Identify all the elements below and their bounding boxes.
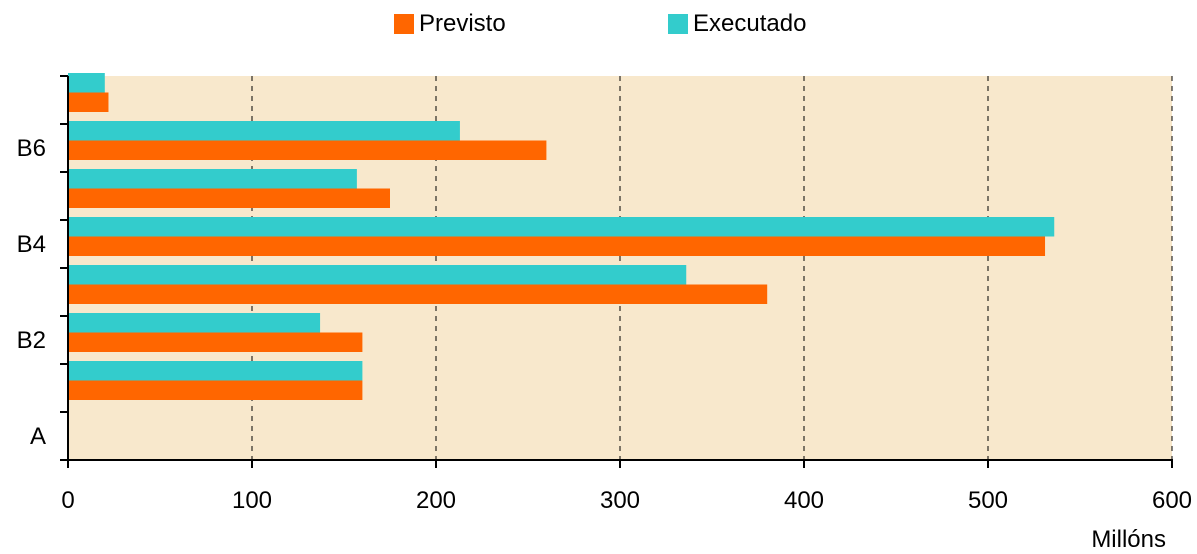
y-tick-label: B2 xyxy=(17,327,46,354)
bar-executado xyxy=(68,169,357,189)
legend: Previsto Executado xyxy=(0,10,1197,46)
bar-executado xyxy=(68,313,321,333)
bar-executado xyxy=(68,121,460,141)
bar-executado xyxy=(68,265,687,285)
legend-label-executado: Executado xyxy=(693,10,807,37)
bar-previsto xyxy=(68,236,1046,256)
bar-previsto xyxy=(68,92,109,112)
legend-label-previsto: Previsto xyxy=(419,10,506,37)
bar-previsto xyxy=(68,284,768,304)
y-tick-label: B6 xyxy=(17,135,46,162)
x-axis-title: Millóns xyxy=(1091,526,1166,553)
x-tick-label: 100 xyxy=(232,487,272,514)
x-tick-label: 300 xyxy=(600,487,640,514)
bar-executado xyxy=(68,217,1055,237)
legend-item-previsto: Previsto xyxy=(394,10,506,38)
legend-swatch-executado xyxy=(668,14,688,34)
x-tick-label: 0 xyxy=(61,487,74,514)
legend-swatch-previsto xyxy=(394,14,414,34)
y-tick-label: B4 xyxy=(17,231,46,258)
x-tick-label: 500 xyxy=(968,487,1008,514)
bar-executado xyxy=(68,361,363,381)
x-tick-label: 200 xyxy=(416,487,456,514)
bar-previsto xyxy=(68,140,547,160)
bar-previsto xyxy=(68,188,390,208)
legend-item-executado: Executado xyxy=(668,10,806,38)
x-tick-label: 600 xyxy=(1152,487,1192,514)
x-tick-label: 400 xyxy=(784,487,824,514)
bar-executado xyxy=(68,73,105,93)
y-tick-label: A xyxy=(30,423,46,450)
bar-previsto xyxy=(68,332,363,352)
bar-previsto xyxy=(68,380,363,400)
